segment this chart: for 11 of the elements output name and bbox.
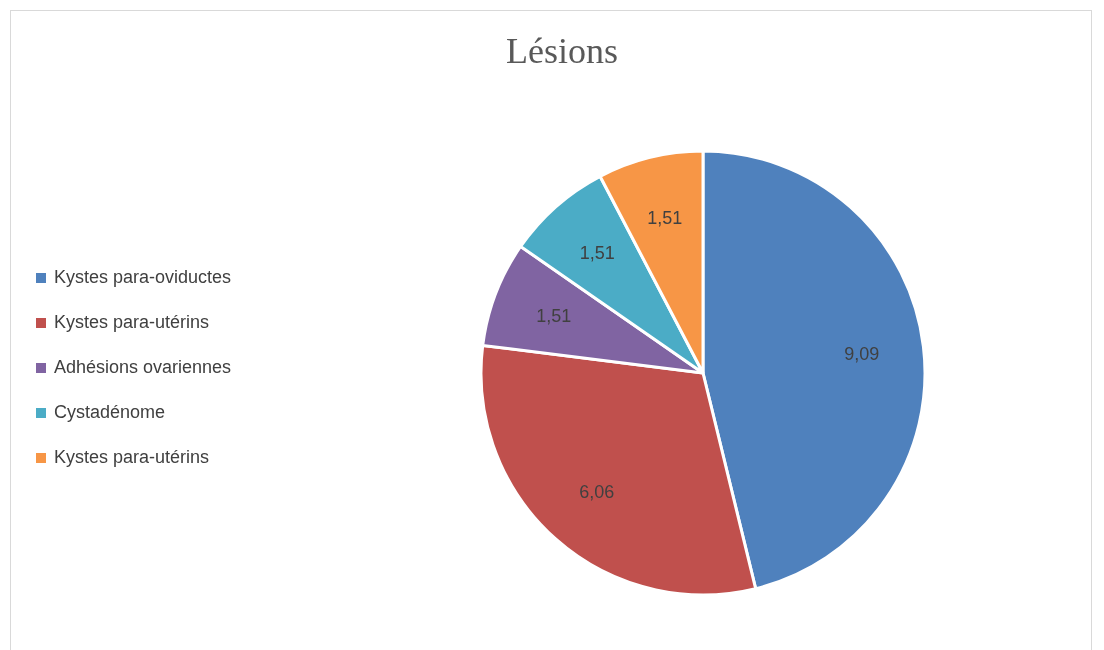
data-label: 1,51	[647, 207, 683, 228]
data-label: 6,06	[579, 482, 615, 503]
legend-label: Cystadénome	[54, 402, 166, 423]
data-label: 1,51	[536, 305, 572, 326]
chart-title: Lésions	[505, 30, 619, 72]
legend-label: Adhésions ovariennes	[54, 357, 232, 378]
legend-label: Kystes para-utérins	[54, 447, 210, 468]
data-label: 1,51	[579, 243, 615, 264]
data-label: 9,09	[844, 343, 880, 364]
legend-label: Kystes para-oviductes	[54, 267, 232, 288]
legend-label: Kystes para-utérins	[54, 312, 210, 333]
